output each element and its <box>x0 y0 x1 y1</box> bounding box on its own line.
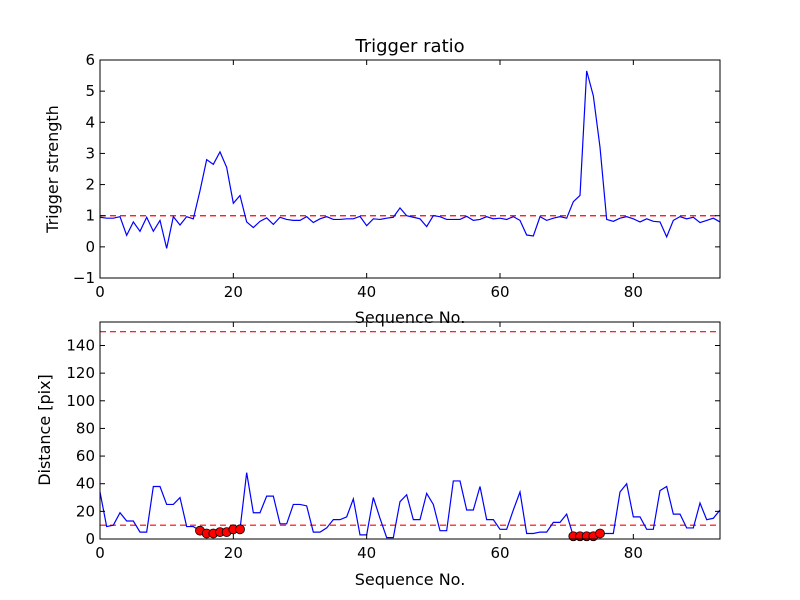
bottom-y-tick-label: 140 <box>66 336 95 354</box>
bottom-x-tick-label: 40 <box>357 544 376 562</box>
top-series-line <box>99 70 721 249</box>
top-x-tick-label: 20 <box>224 283 243 301</box>
top-x-tick-label: 80 <box>624 283 643 301</box>
top-y-axis-label: Trigger strength <box>43 105 62 234</box>
top-plot-lines <box>99 70 721 249</box>
top-chart-title: Trigger ratio <box>354 36 464 57</box>
bottom-axis-ticks: 0 20 40 60 80 0 20 40 60 80 100 120 140 <box>66 322 720 562</box>
top-y-tick-label: 1 <box>85 207 95 225</box>
bottom-x-tick-label: 60 <box>490 544 509 562</box>
bottom-x-axis-label: Sequence No. <box>355 570 466 589</box>
bottom-y-axis-label: Distance [pix] <box>35 374 54 486</box>
top-x-tick-label: 0 <box>95 283 105 301</box>
bottom-x-tick-label: 20 <box>224 544 243 562</box>
top-y-tick-label: −1 <box>73 269 95 287</box>
top-y-tick-label: 3 <box>85 144 95 162</box>
bottom-y-tick-label: 60 <box>76 447 95 465</box>
bottom-x-tick-label: 80 <box>624 544 643 562</box>
top-y-tick-label: 6 <box>85 51 95 69</box>
bottom-plot-markers <box>195 524 605 542</box>
top-y-tick-label: 4 <box>85 113 95 131</box>
bottom-plot-frame <box>99 321 721 540</box>
bottom-x-tick-label: 0 <box>95 544 105 562</box>
top-x-tick-label: 60 <box>490 283 509 301</box>
bottom-y-tick-label: 40 <box>76 475 95 493</box>
bottom-plot: 0 20 40 60 80 0 20 40 60 80 100 120 140 Sequence No.… <box>35 321 721 589</box>
top-x-axis-label: Sequence No. <box>355 308 466 327</box>
bottom-marker-point <box>235 524 245 535</box>
top-y-tick-label: 2 <box>85 176 95 194</box>
bottom-y-tick-label: 80 <box>76 419 95 437</box>
top-y-tick-label: 0 <box>85 238 95 256</box>
bottom-y-tick-label: 0 <box>85 530 95 548</box>
bottom-y-tick-label: 20 <box>76 502 95 520</box>
top-plot-frame <box>99 59 721 279</box>
bottom-marker-point <box>595 528 605 539</box>
top-y-tick-label: 5 <box>85 82 95 100</box>
top-x-tick-label: 40 <box>357 283 376 301</box>
bottom-y-tick-label: 100 <box>66 392 95 410</box>
bottom-y-tick-label: 120 <box>66 364 95 382</box>
